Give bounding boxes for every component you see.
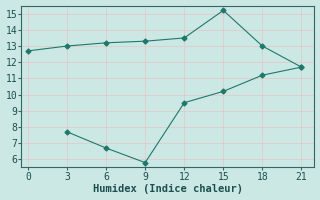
X-axis label: Humidex (Indice chaleur): Humidex (Indice chaleur)	[93, 184, 243, 194]
